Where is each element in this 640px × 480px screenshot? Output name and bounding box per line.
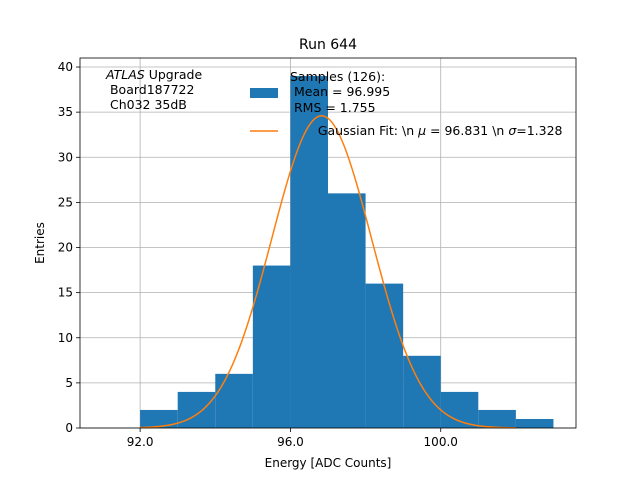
histogram-bar xyxy=(403,355,441,428)
histogram-bar xyxy=(365,283,404,428)
histogram-bar xyxy=(252,265,291,428)
x-tick-label: 96.0 xyxy=(277,435,304,449)
svg-text:ATLAS Upgrade: ATLAS Upgrade xyxy=(105,67,202,82)
histogram-bar xyxy=(515,418,554,428)
y-tick-label: 0 xyxy=(65,421,73,435)
gaussian-fit-curve xyxy=(140,115,516,429)
histogram-bar xyxy=(290,76,328,429)
x-tick-label: 92.0 xyxy=(127,435,154,449)
board-label: Board187722 xyxy=(106,82,194,97)
upgrade-label: Upgrade xyxy=(145,67,203,82)
x-axis-label: Energy [ADC Counts] xyxy=(265,456,392,470)
histogram-bar xyxy=(215,373,253,428)
y-tick-label: 15 xyxy=(58,286,73,300)
histogram-bar xyxy=(328,193,366,428)
legend-fit-label: Gaussian Fit: \n μ = 96.831 \n σ=1.328 xyxy=(290,123,582,138)
histogram-bar xyxy=(478,409,516,428)
y-tick-label: 35 xyxy=(58,105,73,119)
atlas-label: ATLAS xyxy=(105,67,145,82)
histogram-bars xyxy=(140,76,554,429)
histogram-bar xyxy=(177,391,216,428)
legend-mean-label: Mean = 96.995 xyxy=(290,84,390,99)
y-tick-label: 10 xyxy=(58,331,73,345)
histogram-bar xyxy=(140,409,178,428)
legend-histogram-swatch xyxy=(250,88,278,98)
legend-samples-label: Samples (126): xyxy=(290,69,385,84)
channel-label: Ch032 35dB xyxy=(106,97,187,112)
legend: Samples (126): Mean = 96.995 RMS = 1.755… xyxy=(250,69,582,138)
y-axis-label: Entries xyxy=(33,222,47,264)
y-tick-label: 20 xyxy=(58,241,73,255)
histogram-bar xyxy=(440,391,479,428)
legend-rms-label: RMS = 1.755 xyxy=(290,100,376,115)
y-axis-ticks: 0 5 10 15 20 25 30 35 40 xyxy=(58,60,80,435)
chart-title: Run 644 xyxy=(299,37,357,53)
y-tick-label: 30 xyxy=(58,150,73,164)
y-tick-label: 25 xyxy=(58,195,73,209)
y-tick-label: 40 xyxy=(58,60,73,74)
axes-frame xyxy=(79,57,577,429)
atlas-annotation: ATLAS Upgrade Board187722 Ch032 35dB xyxy=(105,67,202,112)
x-axis-ticks: 92.0 96.0 100.0 xyxy=(127,428,458,449)
y-tick-label: 5 xyxy=(65,376,73,390)
x-tick-label: 100.0 xyxy=(424,435,458,449)
